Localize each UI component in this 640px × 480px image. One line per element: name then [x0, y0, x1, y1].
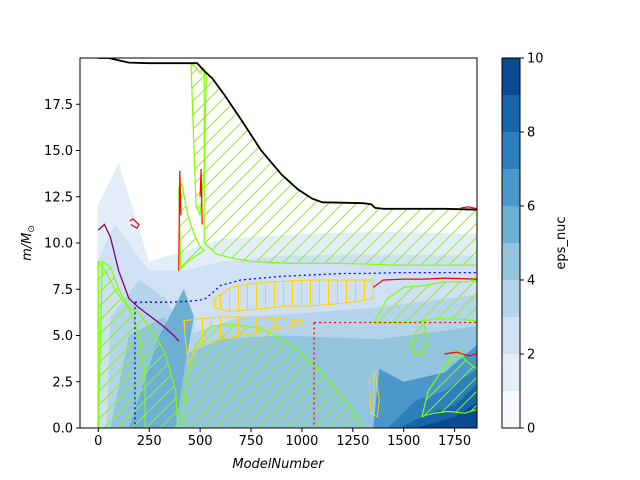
colorbar-band-3 — [502, 280, 520, 317]
burning-marker-5 — [460, 206, 477, 210]
convective-zone-2 — [178, 183, 205, 270]
y-tick-label: 10.0 — [44, 237, 73, 252]
overshoot-zone-0 — [213, 279, 374, 312]
convective-zone-1 — [190, 62, 207, 216]
convective-zone-4 — [97, 260, 179, 428]
mixing-zones — [97, 62, 477, 428]
y-tick-label: 0.0 — [52, 422, 73, 437]
colorbar-band-9 — [502, 58, 520, 95]
x-tick-label: 500 — [188, 434, 213, 449]
total_mass-line — [98, 58, 477, 211]
x-tick-label: 1750 — [438, 434, 471, 449]
overshoot-zone-1 — [183, 316, 303, 365]
y-tick-label: 2.5 — [52, 375, 73, 390]
x-tick-label: 1000 — [285, 434, 318, 449]
x-tick-label: 1500 — [387, 434, 420, 449]
burning-marker-1 — [199, 168, 203, 225]
colorbar-frame — [501, 57, 521, 429]
burning-marker-2 — [129, 218, 140, 230]
burning-marker-0 — [178, 170, 182, 271]
eps-band-8 — [415, 402, 477, 428]
mass_loss_boundary-line — [97, 223, 180, 342]
y-axis-label-sub: ⊙ — [27, 225, 37, 233]
x-axis-label: ModelNumber — [232, 457, 325, 472]
x-tick-label: 1250 — [336, 434, 369, 449]
boundary-lines — [97, 58, 477, 428]
y-tick-label: 15.0 — [44, 144, 73, 159]
colorbar-band-1 — [502, 354, 520, 391]
colorbar-band-0 — [502, 391, 520, 428]
x-tick-label: 0 — [94, 434, 102, 449]
x-axis-ticks: 0 250 500 750 1000 1250 1500 1750 — [94, 428, 471, 449]
colorbar-label: eps_nuc — [554, 216, 569, 269]
colorbar: 0 2 4 6 8 10 — [501, 52, 544, 437]
x-tick-label: 250 — [137, 434, 162, 449]
colorbar-tick-label: 2 — [527, 348, 535, 363]
colorbar-tick-label: 8 — [527, 126, 535, 141]
colorbar-band-8 — [502, 95, 520, 132]
y-tick-label: 7.5 — [52, 283, 73, 298]
y-axis-label-main: m/M — [20, 233, 35, 261]
colorbar-band-5 — [502, 206, 520, 243]
burning-marker-3 — [372, 277, 477, 288]
colorbar-tick-label: 10 — [527, 52, 544, 67]
colorbar-tick-label: 4 — [527, 274, 535, 289]
colorbar-band-2 — [502, 317, 520, 354]
x-tick-label: 750 — [239, 434, 264, 449]
burning-marker-4 — [444, 351, 477, 357]
convective-zone-8 — [409, 323, 429, 355]
y-tick-label: 17.5 — [44, 98, 73, 113]
colorbar-band-4 — [502, 243, 520, 280]
y-axis-label: m/M⊙ — [20, 225, 37, 261]
convective-zone-7 — [421, 349, 477, 418]
colorbar-band-7 — [502, 132, 520, 169]
colorbar-tick-label: 6 — [527, 200, 535, 215]
y-tick-label: 5.0 — [52, 329, 73, 344]
colorbar-tick-label: 0 — [527, 422, 535, 437]
colorbar-band-6 — [502, 169, 520, 206]
y-tick-label: 12.5 — [44, 190, 73, 205]
overshoot-zone-2 — [368, 371, 380, 418]
y-axis-ticks: 0.0 2.5 5.0 7.5 10.0 12.5 15.0 17.5 — [44, 98, 80, 437]
